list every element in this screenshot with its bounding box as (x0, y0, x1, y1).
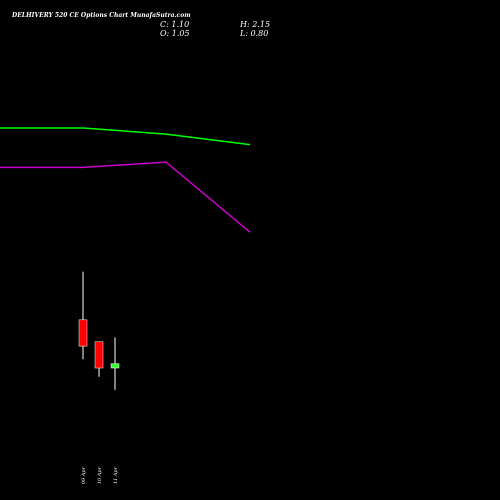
open-value: O: 1.05 (160, 29, 190, 38)
candle-body (110, 363, 120, 369)
chart-title: DELHIVERY 520 CE Options Chart MunafaSut… (12, 12, 191, 19)
candle-body (78, 319, 88, 347)
x-tick-label: 09 Apr (81, 466, 87, 484)
trend-line-1 (0, 127, 251, 146)
trend-line-2 (0, 161, 251, 233)
close-value: C: 1.10 (160, 20, 190, 29)
high-value: H: 2.15 (240, 20, 271, 29)
x-tick-label: 11 Apr (113, 466, 119, 484)
low-value: L: 0.80 (240, 29, 269, 38)
x-tick-label: 10 Apr (97, 466, 103, 484)
candle-body (94, 341, 104, 369)
